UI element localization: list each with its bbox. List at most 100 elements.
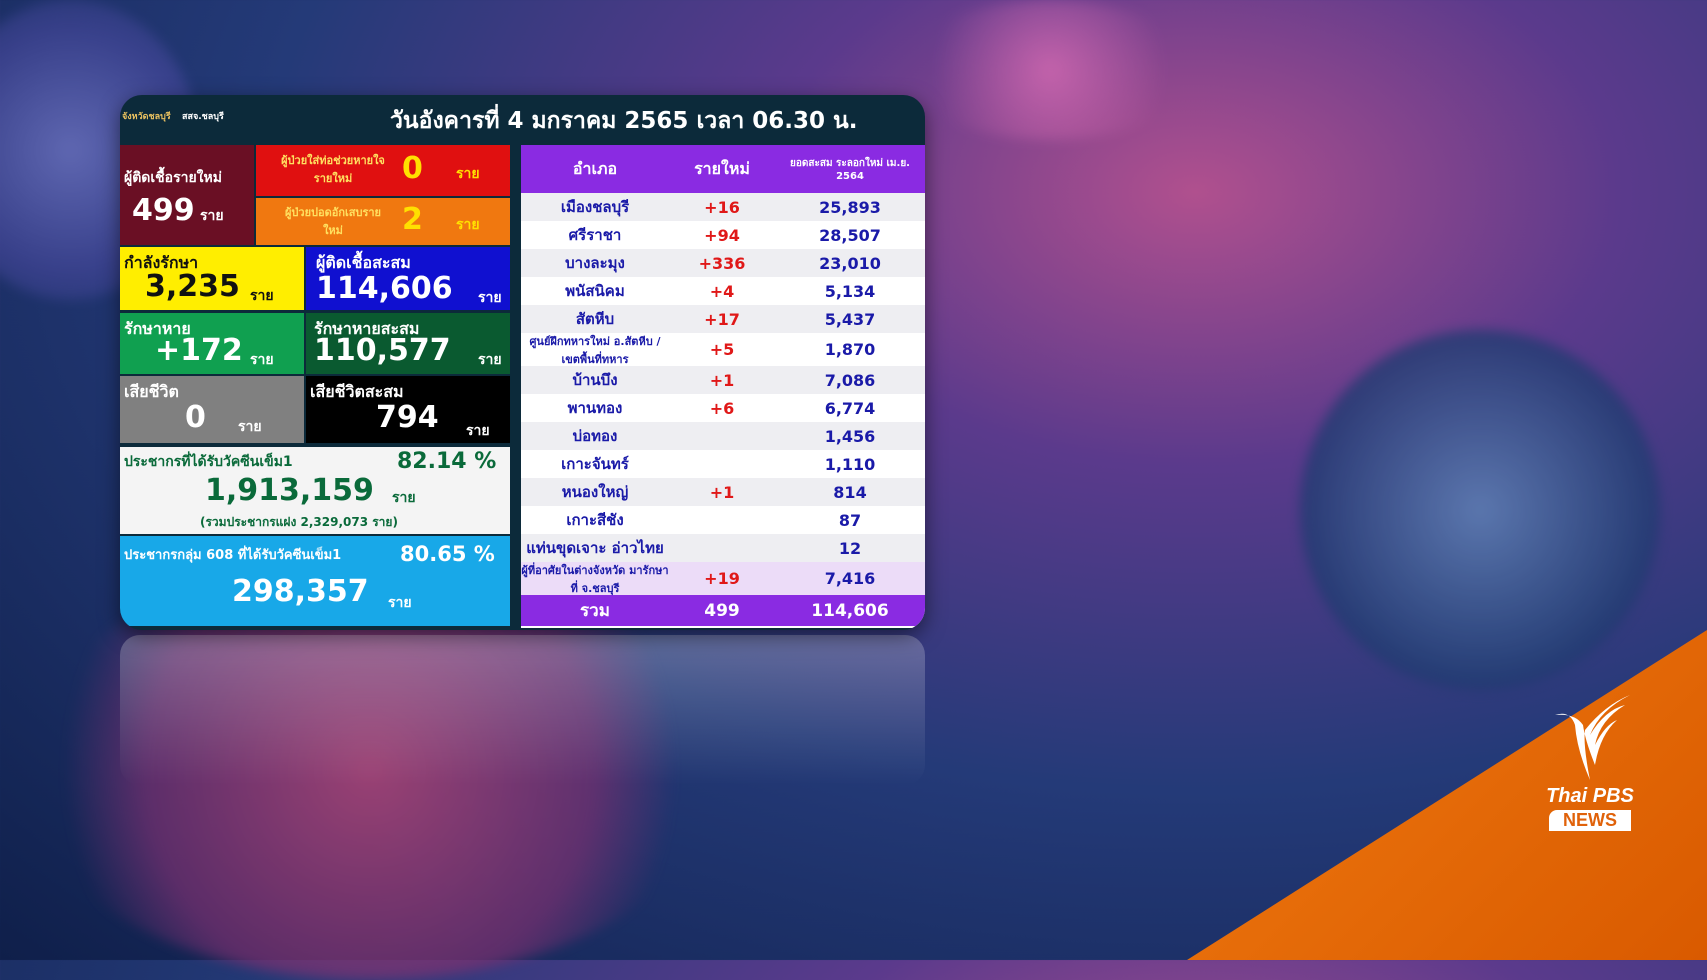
value: 0 [185, 400, 206, 435]
unit: ราย [456, 217, 480, 233]
cell-district: บ่อทอง [572, 427, 618, 445]
brand-name: Thai PBS [1546, 785, 1634, 807]
table-row: เมืองชลบุรี +16 25,893 [521, 193, 925, 221]
cell-new: +5 [709, 340, 735, 359]
unit: ราย [478, 290, 502, 306]
total-label: รวม [580, 601, 610, 621]
value: 1,913,159 [205, 473, 374, 508]
unit: ราย [238, 419, 262, 435]
cell-district: บางละมุง [565, 254, 625, 272]
cell-new: +1 [709, 370, 735, 390]
unit: ราย [478, 352, 502, 368]
value: 794 [376, 400, 439, 435]
unit: ราย [388, 595, 412, 611]
cell-new: +336 [698, 253, 746, 273]
cell-total: 5,134 [824, 281, 876, 301]
table-row: หนองใหญ่ +1 814 [521, 478, 925, 506]
new-cases-box: ผู้ติดเชื้อรายใหม่ 499 ราย [120, 145, 254, 245]
label: ผู้ติดเชื้อสะสม [316, 253, 411, 272]
cell-total: 5,437 [824, 309, 876, 329]
value: +172 [155, 333, 243, 368]
cell-total: 23,010 [819, 253, 881, 273]
recovered-total-box: รักษาหายสะสม 110,577 ราย [306, 313, 510, 374]
district-table: อำเภอ รายใหม่ ยอดสะสม ระลอกใหม่ เม.ย. 25… [521, 145, 925, 628]
cell-district: เกาะจันทร์ [561, 455, 629, 473]
cell-district: เมืองชลบุรี [560, 198, 630, 216]
total-cumulative: 114,606 [811, 600, 889, 621]
table-header: อำเภอ รายใหม่ ยอดสะสม ระลอกใหม่ เม.ย. 25… [521, 145, 925, 193]
unit: ราย [466, 423, 490, 439]
table-row: แท่นขุดเจาะ อ่าวไทย 12 [521, 534, 925, 562]
label: รักษาหาย [124, 319, 191, 338]
brand-sub: NEWS [1549, 810, 1631, 831]
label: รักษาหายสะสม [314, 319, 420, 338]
table-body: เมืองชลบุรี +16 25,893 ศรีราชา +94 28,507 บางล… [521, 193, 925, 595]
cell-new: +16 [704, 197, 740, 217]
virus-blob [1300, 330, 1660, 690]
percent: 80.65 % [400, 542, 495, 566]
table-row: ศูนย์ฝึกทหารใหม่ อ.สัตหีบ /เขตพื้นที่ทหา… [521, 333, 925, 366]
cell-new: +94 [704, 225, 740, 245]
table-total-row: รวม 499 114,606 [521, 595, 925, 626]
table-row: พนัสนิคม +4 5,134 [521, 277, 925, 305]
table-row: เกาะสีชัง 87 [521, 506, 925, 534]
vaccine-608-box: ประชากรกลุ่ม 608 ที่ได้รับวัคซีนเข็ม1 80… [120, 536, 510, 626]
label: ประชากรที่ได้รับวัคซีนเข็ม1 [124, 454, 293, 470]
bird-logo-icon [1555, 695, 1630, 780]
thai-pbs-logo: Thai PBS NEWS [1520, 695, 1660, 831]
col-total: ยอดสะสม ระลอกใหม่ เม.ย. 2564 [790, 158, 910, 182]
value: 3,235 [145, 269, 240, 304]
table-row: สัตหีบ +17 5,437 [521, 305, 925, 333]
cell-total: 25,893 [819, 197, 881, 217]
label: กำลังรักษา [124, 253, 199, 272]
vaccine-box: ประชากรที่ได้รับวัคซีนเข็ม1 82.14 % 1,91… [120, 447, 510, 534]
intubated-box: ผู้ป่วยใส่ท่อช่วยหายใจรายใหม่ 0 ราย [256, 145, 510, 196]
cell-district: สัตหีบ [575, 310, 615, 328]
virus-blob [20, 560, 720, 980]
label: ประชากรกลุ่ม 608 ที่ได้รับวัคซีนเข็ม1 [124, 548, 342, 563]
unit: ราย [250, 352, 274, 368]
cell-total: 814 [833, 482, 867, 502]
cell-total: 28,507 [819, 225, 881, 245]
value: 2 [402, 202, 423, 237]
cell-total: 12 [838, 538, 862, 558]
unit: ราย [200, 208, 224, 224]
unit: ราย [456, 166, 480, 182]
deaths-box: เสียชีวิต 0 ราย [120, 376, 304, 443]
report-date: วันอังคารที่ 4 มกราคม 2565 เวลา 06.30 น. [390, 108, 858, 134]
table-row: พานทอง +6 6,774 [521, 394, 925, 422]
col-district: อำเภอ [572, 158, 618, 178]
treating-box: กำลังรักษา 3,235 ราย [120, 247, 304, 310]
col-new: รายใหม่ [694, 158, 750, 178]
label: ผู้ติดเชื้อรายใหม่ [124, 170, 222, 186]
cell-new: +19 [704, 569, 740, 588]
cell-total: 7,416 [824, 569, 876, 588]
cell-new: +1 [709, 482, 735, 502]
covid-report-card: จังหวัดชลบุรี สสจ.ชลบุรี วันอังคารที่ 4 … [120, 95, 925, 630]
table-row: บ่อทอง 1,456 [521, 422, 925, 450]
cell-district: ศรีราชา [568, 226, 622, 244]
deaths-total-box: เสียชีวิตสะสม 794 ราย [306, 376, 510, 443]
card-reflection [120, 635, 925, 785]
cell-new: +6 [709, 398, 735, 418]
label: ผู้ป่วยปอดอักเสบรายใหม่ [284, 206, 382, 237]
cumulative-box: ผู้ติดเชื้อสะสม 114,606 ราย [306, 247, 510, 310]
cell-total: 7,086 [824, 370, 876, 390]
cell-district: แท่นขุดเจาะ อ่าวไทย [526, 539, 664, 557]
value: 0 [402, 151, 423, 186]
org-right: สสจ.ชลบุรี [182, 112, 224, 122]
cell-district: พานทอง [567, 399, 623, 417]
total-new: 499 [704, 600, 740, 621]
cell-district: เกาะสีชัง [566, 511, 624, 529]
cell-total: 1,870 [824, 340, 876, 359]
report-header: จังหวัดชลบุรี สสจ.ชลบุรี วันอังคารที่ 4 … [120, 95, 925, 145]
value: 114,606 [316, 271, 453, 306]
cell-total: 6,774 [824, 398, 876, 418]
cell-district: หนองใหญ่ [561, 483, 629, 501]
org-left: จังหวัดชลบุรี [122, 112, 171, 122]
cell-district: ศูนย์ฝึกทหารใหม่ อ.สัตหีบ /เขตพื้นที่ทหา… [529, 334, 661, 366]
value: 298,357 [232, 574, 369, 609]
note: (รวมประชากรแฝง 2,329,073 ราย) [200, 515, 398, 529]
cell-total: 1,456 [824, 426, 876, 446]
virus-blob [900, 0, 1200, 140]
